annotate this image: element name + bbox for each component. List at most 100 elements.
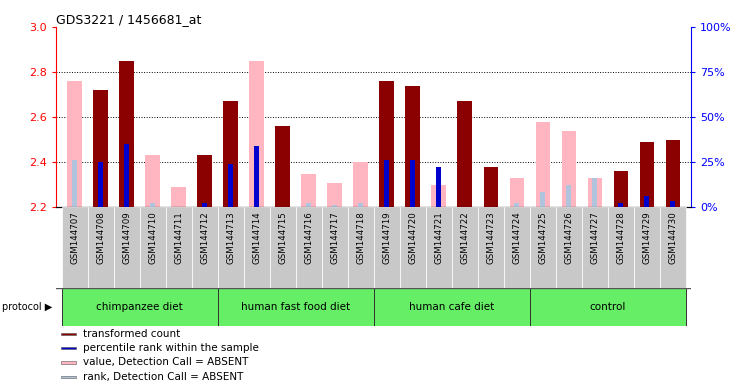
Text: GSM144719: GSM144719	[382, 211, 391, 264]
Bar	[410, 160, 415, 207]
Bar	[61, 333, 77, 335]
Bar	[301, 174, 315, 207]
Bar	[406, 86, 420, 207]
Text: GSM144717: GSM144717	[330, 211, 339, 264]
Bar	[634, 207, 659, 288]
Bar	[484, 167, 498, 207]
Text: GSM144710: GSM144710	[148, 211, 157, 264]
Bar	[348, 207, 374, 288]
Bar	[509, 178, 523, 207]
Bar	[119, 61, 134, 207]
Bar	[61, 347, 77, 349]
Bar	[61, 376, 77, 378]
Bar	[243, 207, 270, 288]
Bar	[535, 122, 550, 207]
Text: percentile rank within the sample: percentile rank within the sample	[83, 343, 259, 353]
Bar	[587, 178, 602, 207]
Text: control: control	[590, 302, 626, 312]
Bar	[62, 207, 88, 288]
Text: GSM144725: GSM144725	[538, 211, 547, 264]
Bar	[556, 207, 582, 288]
Bar	[218, 288, 374, 326]
Bar	[457, 101, 472, 207]
Bar	[61, 361, 77, 364]
Bar	[379, 81, 394, 207]
Bar	[255, 146, 259, 207]
Text: GSM144727: GSM144727	[590, 211, 599, 264]
Text: GSM144711: GSM144711	[174, 211, 183, 264]
Bar	[354, 162, 368, 207]
Bar	[644, 196, 649, 207]
Bar	[608, 207, 634, 288]
Bar	[165, 207, 192, 288]
Bar	[113, 207, 140, 288]
Bar	[224, 101, 238, 207]
Bar	[618, 203, 623, 207]
Text: GSM144728: GSM144728	[617, 211, 625, 264]
Text: GSM144707: GSM144707	[70, 211, 79, 264]
Text: GSM144722: GSM144722	[460, 211, 469, 264]
Bar	[198, 156, 212, 207]
Bar	[140, 207, 165, 288]
Bar	[270, 207, 296, 288]
Bar	[463, 167, 467, 207]
Text: chimpanzee diet: chimpanzee diet	[96, 302, 183, 312]
Bar	[306, 203, 311, 207]
Bar	[68, 81, 82, 207]
Text: GSM144718: GSM144718	[356, 211, 365, 264]
Bar	[374, 207, 400, 288]
Bar	[93, 90, 107, 207]
Text: GSM144724: GSM144724	[512, 211, 521, 264]
Bar	[426, 207, 451, 288]
Bar	[582, 207, 608, 288]
Text: GSM144709: GSM144709	[122, 211, 131, 264]
Bar	[327, 182, 342, 207]
Bar	[566, 185, 571, 207]
Bar	[124, 144, 129, 207]
Text: GSM144713: GSM144713	[226, 211, 235, 264]
Text: GSM144723: GSM144723	[486, 211, 495, 264]
Text: GSM144708: GSM144708	[96, 211, 105, 264]
Bar	[321, 207, 348, 288]
Text: GSM144720: GSM144720	[408, 211, 417, 264]
Bar	[332, 205, 337, 207]
Bar	[436, 167, 441, 207]
Bar	[478, 207, 504, 288]
Bar	[192, 207, 218, 288]
Bar	[276, 126, 290, 207]
Text: GSM144712: GSM144712	[200, 211, 209, 264]
Text: GSM144726: GSM144726	[564, 211, 573, 264]
Bar	[255, 146, 259, 207]
Bar	[228, 164, 233, 207]
Bar	[436, 203, 441, 207]
Bar	[171, 187, 185, 207]
Text: rank, Detection Call = ABSENT: rank, Detection Call = ABSENT	[83, 372, 243, 382]
Bar	[640, 142, 654, 207]
Bar	[432, 185, 446, 207]
Text: GSM144721: GSM144721	[434, 211, 443, 264]
Text: protocol ▶: protocol ▶	[2, 302, 53, 312]
Bar	[218, 207, 243, 288]
Bar	[451, 207, 478, 288]
Text: GSM144715: GSM144715	[278, 211, 287, 264]
Bar	[514, 203, 519, 207]
Bar	[385, 160, 389, 207]
Bar	[529, 288, 686, 326]
Text: human fast food diet: human fast food diet	[241, 302, 350, 312]
Bar	[296, 207, 321, 288]
Bar	[665, 140, 680, 207]
Text: value, Detection Call = ABSENT: value, Detection Call = ABSENT	[83, 358, 249, 367]
Text: human cafe diet: human cafe diet	[409, 302, 494, 312]
Text: GSM144714: GSM144714	[252, 211, 261, 264]
Text: GSM144716: GSM144716	[304, 211, 313, 264]
Text: GDS3221 / 1456681_at: GDS3221 / 1456681_at	[56, 13, 202, 26]
Bar	[504, 207, 529, 288]
Bar	[593, 178, 597, 207]
Bar	[614, 171, 628, 207]
Text: transformed count: transformed count	[83, 329, 180, 339]
Text: GSM144730: GSM144730	[668, 211, 677, 264]
Bar	[358, 203, 363, 207]
Bar	[98, 162, 103, 207]
Bar	[88, 207, 113, 288]
Bar	[659, 207, 686, 288]
